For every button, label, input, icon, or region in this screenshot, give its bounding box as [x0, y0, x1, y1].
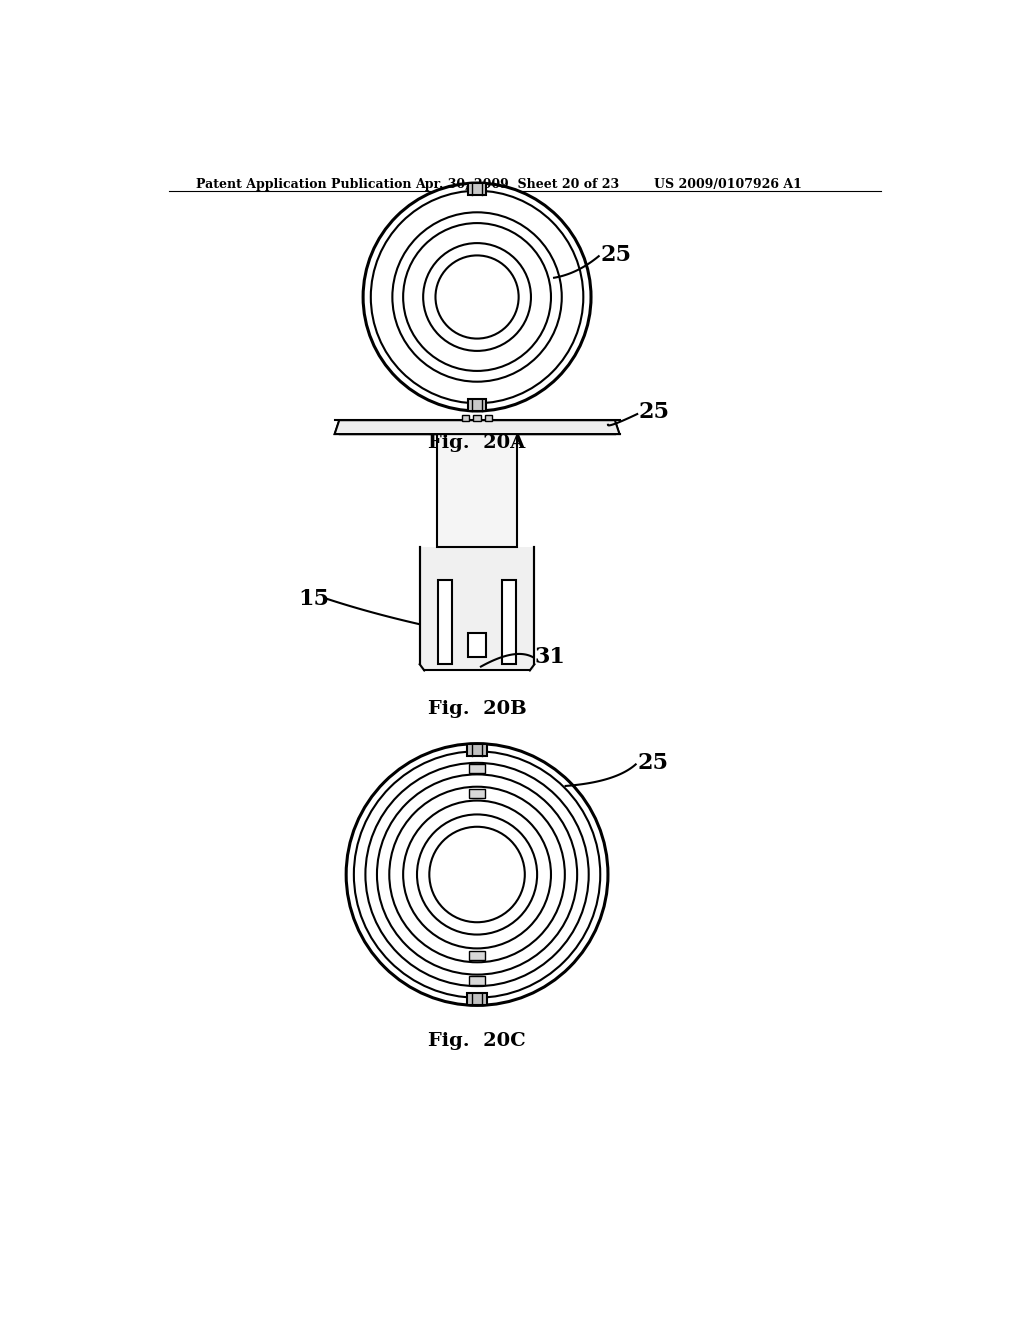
Bar [467, 743, 487, 756]
Text: Fig.  20B: Fig. 20B [428, 700, 526, 718]
Bar [462, 414, 469, 421]
Bar [468, 183, 486, 195]
Text: 15: 15 [298, 587, 330, 610]
Bar [469, 950, 484, 960]
Bar [467, 993, 487, 1006]
Bar [469, 789, 484, 799]
Text: US 2009/0107926 A1: US 2009/0107926 A1 [654, 178, 802, 190]
Text: Fig.  20A: Fig. 20A [428, 434, 525, 451]
Bar [503, 579, 516, 664]
Bar [469, 764, 484, 774]
Text: Patent Application Publication: Patent Application Publication [196, 178, 412, 190]
Bar [438, 579, 452, 664]
Text: 25: 25 [639, 401, 670, 424]
Bar [473, 414, 481, 421]
Polygon shape [335, 420, 620, 434]
Bar [420, 548, 535, 671]
Text: 31: 31 [535, 647, 565, 668]
Circle shape [346, 743, 608, 1006]
Bar [468, 634, 486, 656]
Text: Fig.  20C: Fig. 20C [428, 1032, 526, 1051]
Bar [484, 414, 493, 421]
Text: 25: 25 [637, 752, 669, 774]
Text: Apr. 30, 2009  Sheet 20 of 23: Apr. 30, 2009 Sheet 20 of 23 [416, 178, 620, 190]
Text: 25: 25 [600, 244, 631, 265]
Circle shape [364, 183, 591, 411]
Bar [468, 399, 486, 411]
Bar [436, 434, 517, 548]
Bar [469, 975, 484, 985]
